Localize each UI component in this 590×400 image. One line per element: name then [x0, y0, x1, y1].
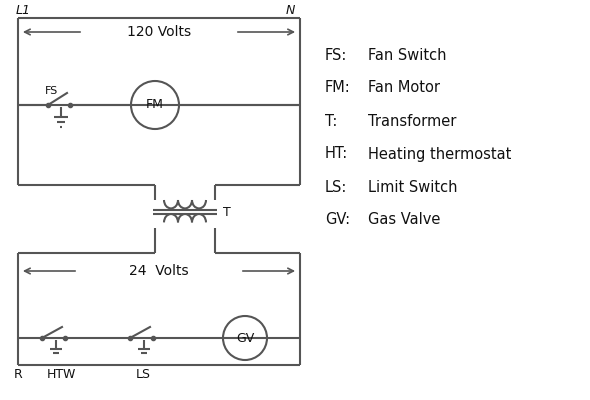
Text: FS: FS	[44, 86, 58, 96]
Text: Limit Switch: Limit Switch	[368, 180, 457, 194]
Text: T: T	[223, 206, 231, 218]
Text: HT:: HT:	[325, 146, 348, 162]
Text: 24  Volts: 24 Volts	[129, 264, 189, 278]
Text: Heating thermostat: Heating thermostat	[368, 146, 512, 162]
Text: Fan Switch: Fan Switch	[368, 48, 447, 62]
Text: Gas Valve: Gas Valve	[368, 212, 440, 228]
Text: N: N	[286, 4, 295, 18]
Text: R: R	[14, 368, 22, 382]
Text: Transformer: Transformer	[368, 114, 457, 128]
Text: LS:: LS:	[325, 180, 348, 194]
Text: LS: LS	[136, 368, 151, 382]
Text: Fan Motor: Fan Motor	[368, 80, 440, 96]
Text: T:: T:	[325, 114, 337, 128]
Text: W: W	[63, 368, 75, 382]
Text: FM: FM	[146, 98, 164, 112]
Text: FS:: FS:	[325, 48, 348, 62]
Text: HT: HT	[47, 368, 64, 382]
Text: GV:: GV:	[325, 212, 350, 228]
Text: L1: L1	[16, 4, 31, 18]
Text: 120 Volts: 120 Volts	[127, 25, 191, 39]
Text: GV: GV	[236, 332, 254, 344]
Text: FM:: FM:	[325, 80, 350, 96]
